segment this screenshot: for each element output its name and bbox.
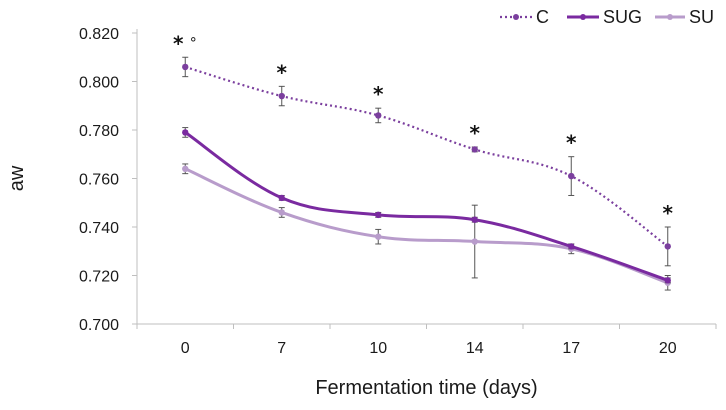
significance-asterisk: * bbox=[373, 82, 384, 106]
significance-asterisk: * bbox=[173, 31, 184, 55]
legend-marker-c bbox=[513, 14, 519, 20]
series-line-sug bbox=[184, 131, 669, 282]
data-point-sug bbox=[375, 211, 382, 219]
x-tick-label: 10 bbox=[369, 340, 387, 357]
y-tick-label: 0.720 bbox=[79, 269, 119, 286]
significance-circle: ° bbox=[190, 35, 197, 51]
data-point-su bbox=[471, 238, 478, 245]
data-point-sug bbox=[471, 216, 478, 223]
data-point-su bbox=[182, 165, 189, 172]
series-c bbox=[182, 56, 671, 267]
significance-asterisk: * bbox=[277, 60, 288, 84]
legend-marker-su bbox=[667, 14, 673, 20]
x-tick-label: 14 bbox=[466, 340, 484, 357]
y-tick-label: 0.740 bbox=[79, 220, 119, 237]
y-tick-label: 0.820 bbox=[79, 26, 119, 43]
series-group bbox=[182, 56, 671, 291]
data-point-c bbox=[278, 92, 285, 100]
series-sug bbox=[182, 127, 671, 284]
x-tick-label: 17 bbox=[562, 340, 580, 357]
data-point-c bbox=[375, 112, 382, 119]
y-tick-label: 0.780 bbox=[79, 123, 119, 140]
significance-asterisk: * bbox=[470, 121, 481, 145]
data-point-sug bbox=[568, 243, 575, 250]
x-tick-label: 7 bbox=[277, 340, 286, 357]
significance-asterisk: * bbox=[566, 131, 577, 155]
data-point-c bbox=[182, 63, 189, 71]
y-tick-label: 0.800 bbox=[79, 75, 119, 92]
annotations: * ° * * * * * bbox=[173, 31, 674, 225]
axes: 0.700 0.720 0.740 0.760 0.780 0.800 0.820 0 7 10 1… bbox=[79, 26, 717, 357]
y-tick-label: 0.760 bbox=[79, 172, 119, 189]
legend: C SUG SU bbox=[500, 7, 714, 27]
x-tick-label: 0 bbox=[181, 340, 190, 357]
data-point-sug bbox=[664, 277, 671, 284]
data-point-sug bbox=[182, 129, 189, 136]
data-point-sug bbox=[278, 194, 285, 202]
legend-label-su: SU bbox=[689, 7, 714, 27]
data-point-c bbox=[664, 243, 671, 250]
y-axis-title: aw bbox=[6, 165, 28, 191]
data-point-su bbox=[278, 209, 285, 216]
x-axis-title: Fermentation time (days) bbox=[315, 377, 537, 399]
data-point-su bbox=[375, 233, 382, 240]
legend-label-c: C bbox=[536, 7, 549, 27]
legend-marker-sug bbox=[580, 14, 586, 20]
data-point-c bbox=[568, 172, 575, 180]
x-tick-label: 20 bbox=[659, 340, 677, 357]
series-line-c bbox=[184, 65, 669, 248]
significance-asterisk: * bbox=[663, 201, 674, 225]
legend-label-sug: SUG bbox=[603, 7, 642, 27]
data-point-c bbox=[471, 146, 478, 153]
y-tick-label: 0.700 bbox=[79, 317, 119, 334]
